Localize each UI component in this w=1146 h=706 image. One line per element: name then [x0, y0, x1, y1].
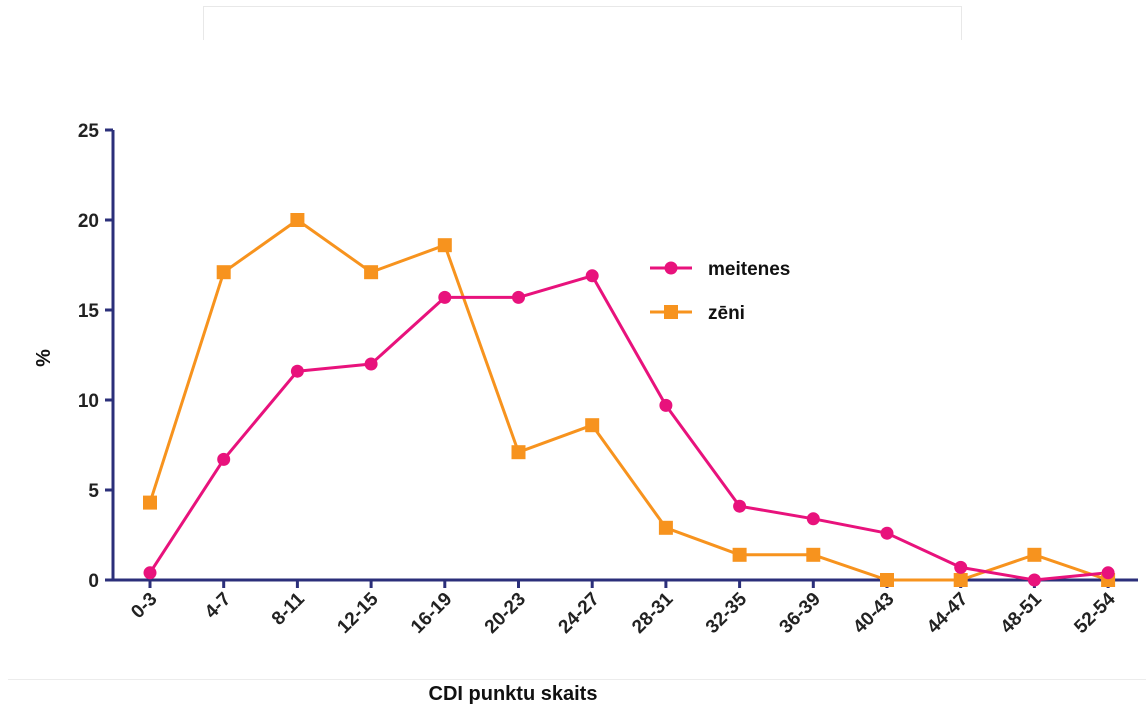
- data-point-zeni: [880, 573, 894, 587]
- x-tick-label: 52-54: [1070, 588, 1120, 638]
- legend-label-zeni: zēni: [708, 303, 745, 324]
- data-point-zeni: [364, 265, 379, 280]
- data-point-zeni: [953, 573, 968, 587]
- x-tick-label: 24-27: [555, 589, 604, 638]
- x-tick-label: 16-19: [407, 589, 456, 638]
- data-point-meitenes: [659, 398, 673, 412]
- data-point-meitenes: [1101, 566, 1115, 580]
- data-point-meitenes: [438, 290, 452, 304]
- y-tick-label: 10: [78, 391, 99, 412]
- data-point-meitenes: [954, 560, 968, 574]
- data-point-zeni: [143, 495, 157, 510]
- data-point-zeni: [658, 520, 673, 535]
- data-point-zeni: [732, 547, 747, 562]
- series-line-meitenes: [148, 274, 1109, 582]
- data-point-meitenes: [733, 499, 747, 513]
- data-point-meitenes: [217, 452, 231, 466]
- chart-frame-top: [203, 6, 962, 40]
- x-tick-label: 12-15: [333, 588, 383, 638]
- series-group: [143, 213, 1116, 587]
- legend-marker-meitenes: [664, 261, 678, 275]
- data-point-zeni: [437, 238, 452, 253]
- data-point-meitenes: [1027, 573, 1041, 587]
- x-tick-label: 28-31: [628, 588, 678, 638]
- data-point-meitenes: [806, 512, 820, 526]
- x-tick-label: 36-39: [776, 589, 825, 638]
- x-tick-label: 8-11: [268, 588, 309, 629]
- y-tick-label: 15: [78, 301, 100, 322]
- data-point-meitenes: [143, 566, 157, 580]
- x-tick-label: 20-23: [481, 589, 530, 638]
- x-tick-label: 40-43: [849, 589, 898, 638]
- x-tick-label: 4-7: [201, 589, 235, 623]
- y-tick-label: 0: [88, 571, 99, 592]
- y-ticks: 0 5 10 15 20 25: [78, 121, 113, 592]
- data-point-zeni: [585, 418, 600, 433]
- data-point-meitenes: [880, 526, 894, 540]
- data-point-zeni: [1027, 547, 1042, 562]
- x-tick-label: 48-51: [997, 588, 1047, 638]
- x-axis-title: CDI punktu skaits: [429, 683, 598, 705]
- x-tick-label: 0-3: [127, 589, 161, 623]
- series-line-zeni: [148, 218, 1109, 582]
- data-point-meitenes: [585, 269, 599, 283]
- data-point-meitenes: [364, 357, 378, 371]
- legend: meitenes zēni: [650, 259, 790, 324]
- data-point-zeni: [216, 265, 231, 280]
- legend-marker-zeni: [664, 305, 678, 319]
- y-tick-label: 25: [78, 121, 100, 142]
- axes: [111, 130, 1138, 582]
- y-axis-title: %: [33, 349, 55, 367]
- y-tick-label: 5: [88, 481, 99, 502]
- data-point-meitenes: [290, 364, 304, 378]
- data-point-zeni: [290, 213, 305, 227]
- plot-panel: [8, 40, 1146, 680]
- legend-label-meitenes: meitenes: [708, 259, 790, 280]
- x-tick-label: 44-47: [923, 589, 972, 638]
- x-tick-label: 32-35: [702, 588, 752, 638]
- y-tick-label: 20: [78, 211, 99, 232]
- data-point-meitenes: [512, 290, 525, 304]
- data-point-zeni: [511, 445, 526, 460]
- x-ticks: 0-3 4-7 8-11 12-15 16-19 20-23 24-27 28-31 32-35…: [127, 580, 1120, 638]
- data-point-zeni: [806, 547, 821, 562]
